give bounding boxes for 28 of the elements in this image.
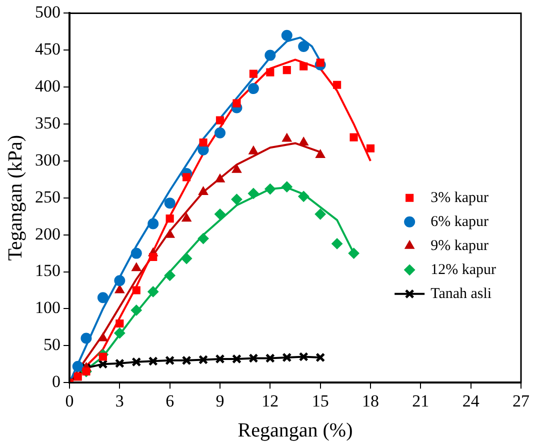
- legend-label: 6% kapur: [430, 214, 488, 230]
- x-tick-label: 21: [412, 391, 430, 410]
- y-tick-label: 350: [35, 113, 60, 132]
- y-tick-label: 500: [35, 2, 60, 22]
- x-tick-label: 27: [512, 391, 530, 410]
- x-tick-label: 15: [312, 391, 329, 410]
- y-tick-label: 250: [35, 187, 60, 206]
- x-tick-label: 0: [65, 391, 74, 410]
- legend-label: Tanah asli: [430, 286, 492, 302]
- y-tick-label: 100: [35, 298, 60, 318]
- x-tick-label: 12: [262, 391, 279, 410]
- y-axis-title: Tegangan (kPa): [4, 135, 26, 261]
- y-tick-label: 50: [44, 335, 60, 354]
- x-tick-label: 18: [362, 391, 379, 410]
- y-tick-label: 150: [35, 261, 60, 280]
- legend-label: 12% kapur: [430, 262, 496, 278]
- x-tick-label: 24: [462, 391, 480, 410]
- y-tick-label: 0: [52, 372, 60, 392]
- y-tick-label: 200: [35, 224, 60, 244]
- x-tick-label: 6: [166, 391, 174, 410]
- y-tick-label: 400: [35, 76, 60, 96]
- y-tick-label: 450: [35, 40, 60, 59]
- x-axis-title: Regangan (%): [238, 419, 353, 442]
- x-tick-label: 3: [115, 391, 124, 410]
- x-tick-label: 9: [216, 391, 224, 410]
- legend-label: 9% kapur: [430, 238, 488, 254]
- legend-label: 3% kapur: [430, 190, 488, 206]
- y-tick-label: 300: [35, 150, 60, 170]
